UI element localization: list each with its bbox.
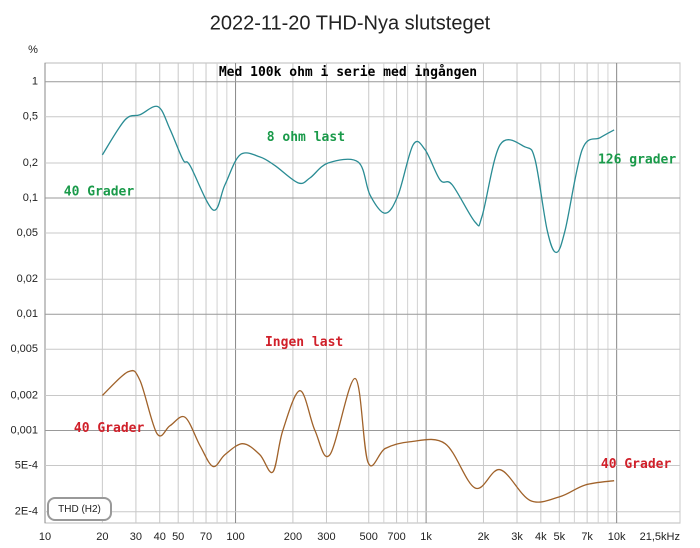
y-tick-label: 0,001: [10, 424, 38, 436]
y-tick-label: 0,5: [23, 111, 38, 123]
y-tick-label: 0,01: [17, 308, 38, 320]
x-tick-label: 30: [130, 531, 142, 543]
x-tick-label: 100: [226, 531, 244, 543]
x-tick-label: 700: [387, 531, 405, 543]
y-tick-label: 5E-4: [15, 459, 38, 471]
y-tick-label: 0,002: [10, 389, 38, 401]
x-tick-label: 70: [200, 531, 212, 543]
x-tick-label: 3k: [511, 531, 523, 543]
y-unit: %: [28, 44, 38, 56]
x-tick-label: 300: [317, 531, 335, 543]
annotation: Ingen last: [265, 335, 343, 350]
y-tick-label: 0,2: [23, 157, 38, 169]
x-tick-label: 7k: [581, 531, 593, 543]
x-tick-label: 10: [39, 531, 51, 543]
y-tick-label: 0,1: [23, 192, 38, 204]
x-tick-label: 500: [360, 531, 378, 543]
plot-area: [44, 62, 681, 524]
y-tick-label: 0,005: [10, 343, 38, 355]
y-tick-label: 0,02: [17, 273, 38, 285]
series-line: [101, 369, 615, 503]
x-tick-label: 21,5kHz: [640, 531, 680, 543]
x-tick-label: 200: [284, 531, 302, 543]
x-tick-label: 4k: [535, 531, 547, 543]
x-tick-label: 2k: [478, 531, 490, 543]
annotation: 8 ohm last: [267, 130, 345, 145]
legend-label: THD (H2): [58, 504, 101, 515]
chart-title: 2022-11-20 THD-Nya slutsteget: [210, 12, 491, 34]
series-line: [101, 105, 615, 254]
x-tick-label: 1k: [420, 531, 432, 543]
y-tick-label: 0,05: [17, 227, 38, 239]
x-tick-label: 50: [172, 531, 184, 543]
legend-box: [47, 497, 112, 521]
y-tick-label: 1: [32, 76, 38, 88]
x-tick-label: 5k: [553, 531, 565, 543]
annotation: 40 Grader: [601, 457, 672, 472]
annotation: 126 grader: [598, 153, 676, 168]
annotation: 40 Grader: [64, 184, 135, 199]
annotation: 40 Grader: [74, 421, 145, 436]
x-tick-label: 40: [154, 531, 166, 543]
y-tick-label: 2E-4: [15, 506, 38, 518]
annotation: Med 100k ohm i serie med ingången: [219, 65, 477, 80]
x-tick-label: 10k: [608, 531, 626, 543]
x-tick-label: 20: [96, 531, 108, 543]
